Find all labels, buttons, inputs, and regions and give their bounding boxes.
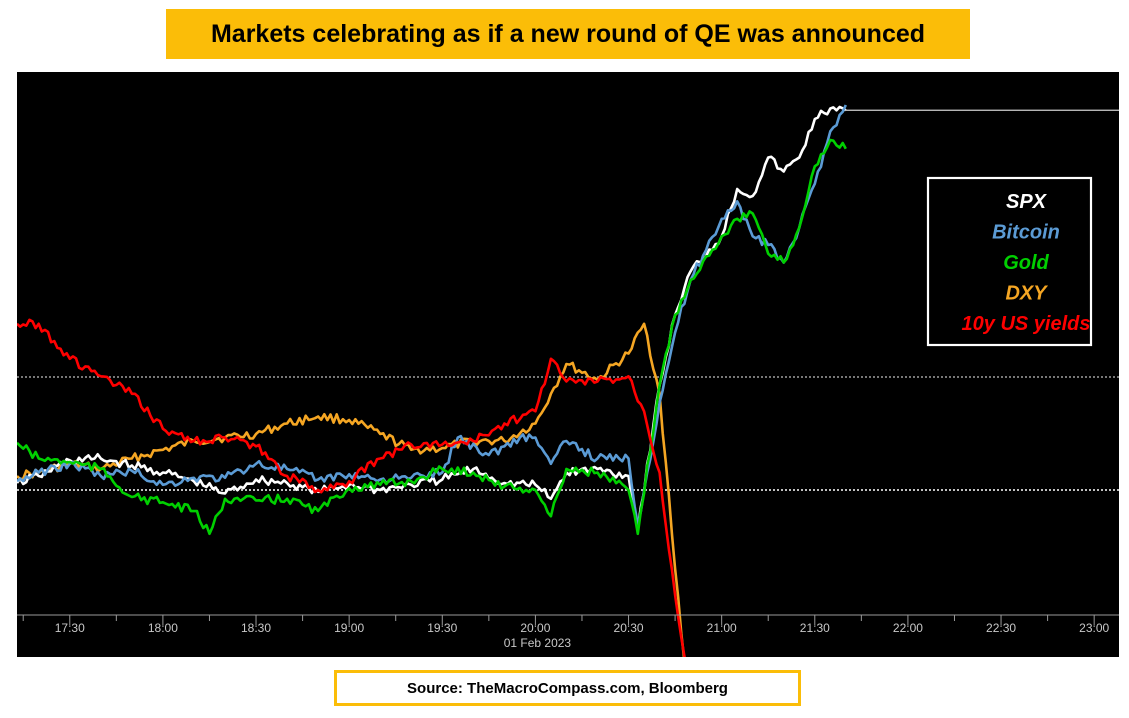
source-note: Source: TheMacroCompass.com, Bloomberg	[334, 670, 801, 706]
reference-lines	[17, 109, 1119, 491]
legend-entry-dxy: DXY	[1005, 283, 1048, 305]
series-line-dxy	[17, 322, 686, 657]
x-tick-label: 21:00	[707, 621, 737, 635]
x-tick-label: 22:00	[893, 621, 923, 635]
legend-entry-spx: SPX	[1006, 191, 1048, 213]
x-tick-label: 19:00	[334, 621, 364, 635]
series-lines	[17, 104, 847, 657]
x-tick-label: 23:00	[1079, 621, 1109, 635]
series-line-spx	[17, 105, 847, 530]
x-tick-label: 22:30	[986, 621, 1016, 635]
x-tick-label: 18:30	[241, 621, 271, 635]
x-tick-label: 18:00	[148, 621, 178, 635]
x-axis: 17:30 18:00 18:30 19:00 19:30 20:00 20:30 21:00…	[17, 614, 1119, 650]
chart-title: Markets celebrating as if a new round of…	[166, 9, 970, 59]
series-line-gold	[17, 138, 847, 536]
chart-area: 17:30 18:00 18:30 19:00 19:30 20:00 20:30 21:00…	[17, 72, 1119, 657]
x-tick-label: 19:30	[427, 621, 457, 635]
x-tick-label: 20:00	[520, 621, 550, 635]
legend-entry-gold: Gold	[1003, 252, 1049, 274]
x-tick-label: 17:30	[55, 621, 85, 635]
legend-entry-bitcoin: Bitcoin	[992, 222, 1060, 244]
series-line-10y-us-yields	[17, 318, 686, 657]
chart-svg: 17:30 18:00 18:30 19:00 19:30 20:00 20:30 21:00…	[17, 104, 1119, 657]
x-tick-label: 21:30	[800, 621, 830, 635]
x-date-label: 01 Feb 2023	[504, 636, 572, 650]
series-line-bitcoin	[17, 104, 847, 527]
legend-box	[926, 176, 1093, 347]
legend: SPX Bitcoin Gold DXY 10y US yields	[926, 176, 1093, 347]
x-tick-label: 20:30	[614, 621, 644, 635]
legend-entry-10y-us-yields: 10y US yields	[962, 313, 1091, 335]
